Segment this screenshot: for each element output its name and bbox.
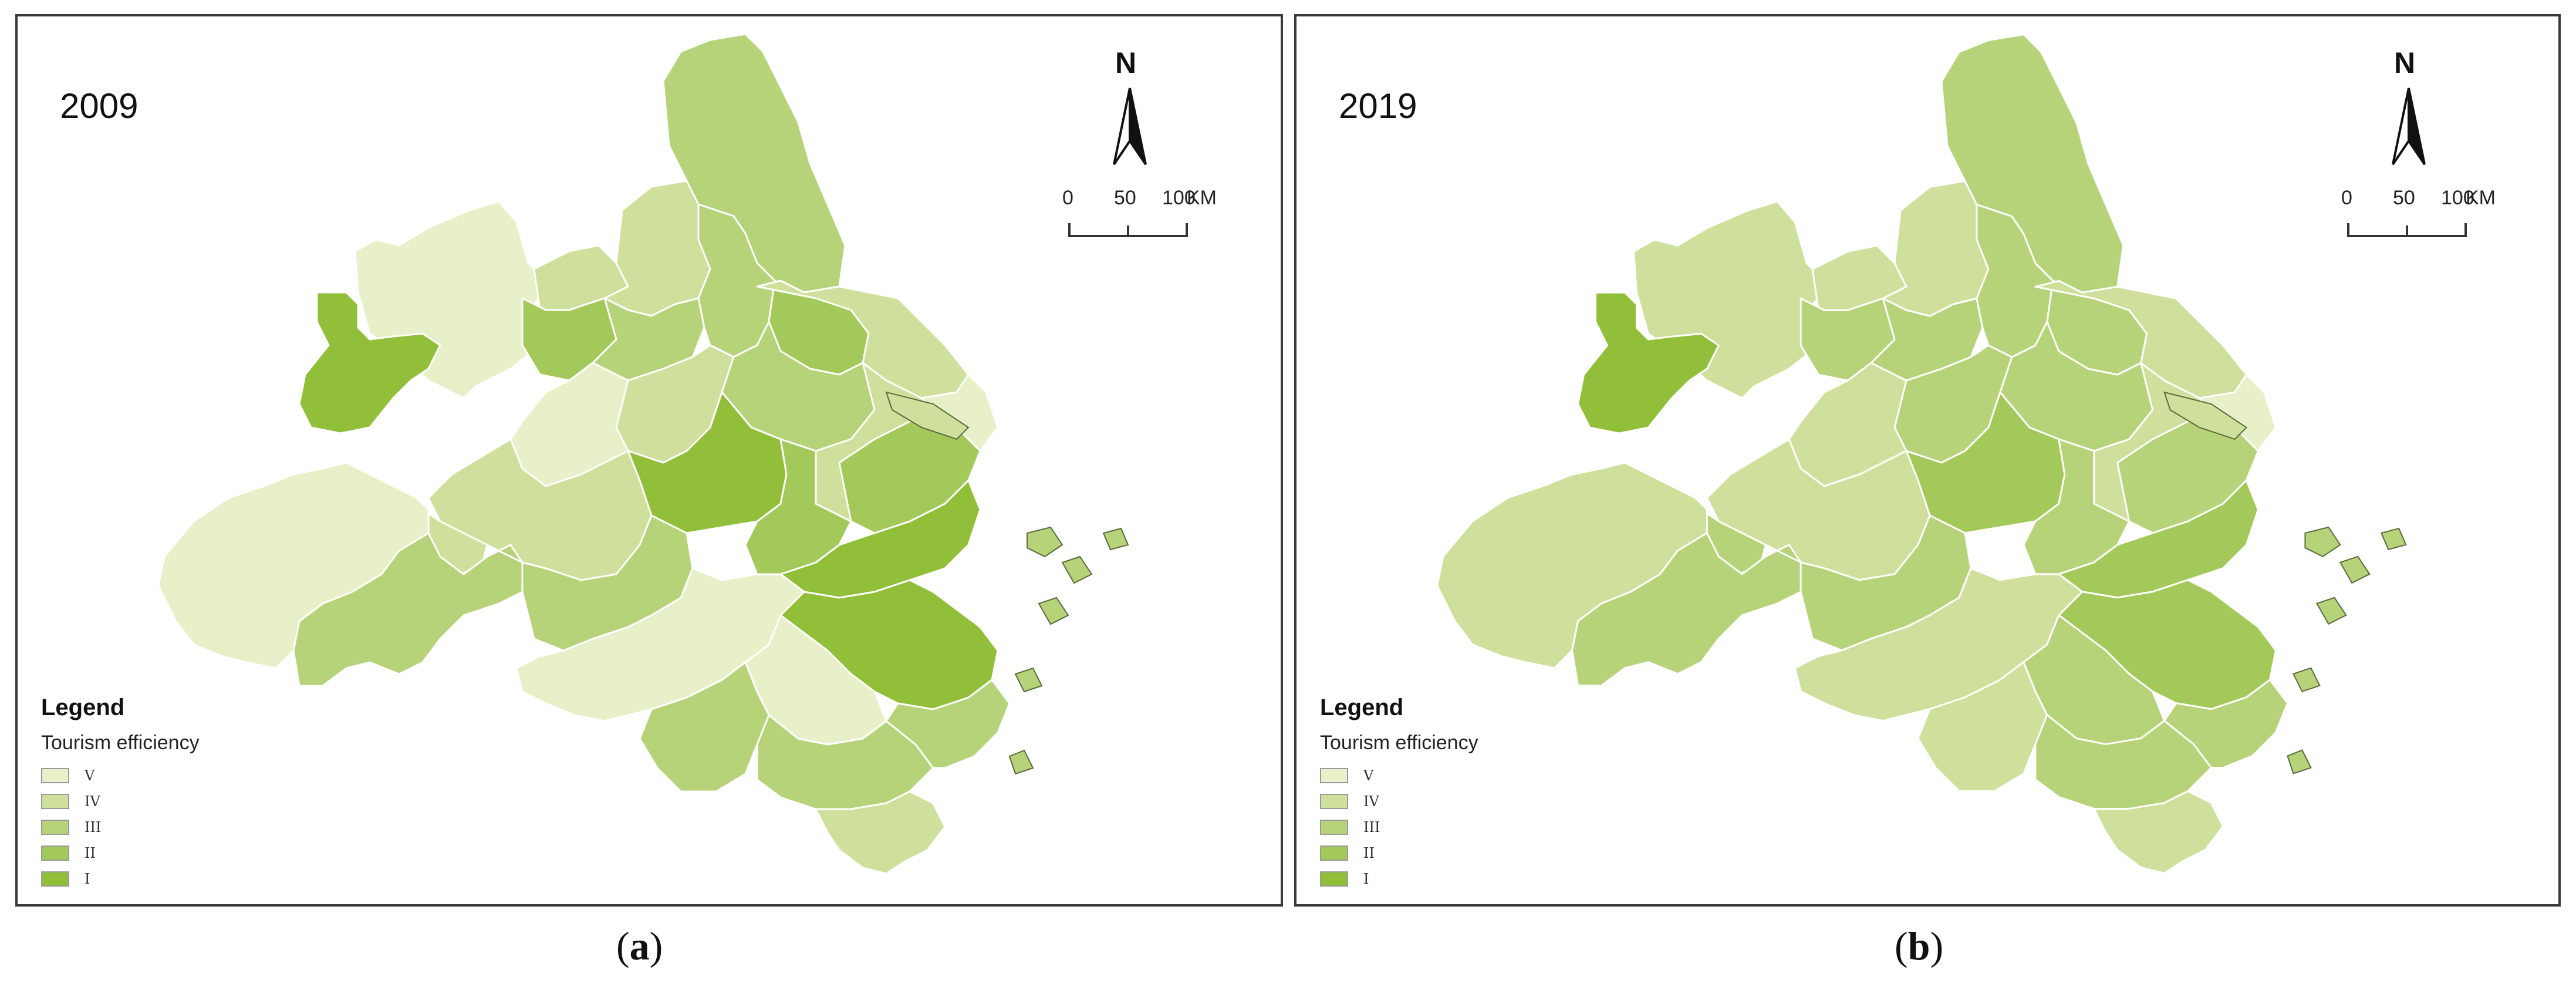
- legend-title: Legend: [41, 695, 125, 720]
- map-panel-2019: 2019 N 0 50 100 KM Legend Tourism effici…: [1294, 14, 2561, 907]
- legend-item: IV: [41, 789, 346, 814]
- north-arrow-icon: [2392, 87, 2426, 166]
- island-0: [2163, 391, 2248, 440]
- scale-tick-0: 0: [2341, 187, 2352, 209]
- legend-label: II: [85, 845, 96, 861]
- legend-swatch: [1320, 845, 1348, 861]
- legend-swatch: [1320, 820, 1348, 835]
- legend: Legend Tourism efficiency V IV III II I: [41, 695, 346, 892]
- legend-swatch: [41, 794, 69, 809]
- island-3: [1038, 597, 1069, 625]
- legend-label: IV: [85, 793, 100, 810]
- scale-unit: KM: [2466, 187, 2496, 209]
- legend-swatch: [41, 768, 69, 783]
- scale-tick-50: 50: [2393, 187, 2415, 209]
- scale-tick-50: 50: [1114, 187, 1136, 209]
- scale-tick-100: 100: [1162, 187, 1196, 209]
- legend-label: V: [1363, 767, 1374, 784]
- island-6: [1102, 527, 1129, 551]
- legend-swatch: [1320, 768, 1348, 783]
- legend-swatch: [1320, 794, 1348, 809]
- legend-swatch: [41, 845, 69, 861]
- legend-item: II: [41, 840, 346, 866]
- legend-subtitle: Tourism efficiency: [41, 732, 200, 754]
- legend-label: II: [1363, 845, 1375, 861]
- legend-label: III: [1363, 819, 1380, 836]
- island-1: [1027, 526, 1064, 558]
- north-label: N: [1115, 46, 1137, 79]
- region-2: [298, 291, 441, 434]
- legend-swatch: [41, 820, 69, 835]
- caption-letter: b: [1907, 924, 1930, 968]
- legend-title: Legend: [1320, 695, 1404, 720]
- legend-item: II: [1320, 840, 1625, 866]
- island-5: [1008, 749, 1034, 775]
- caption-a: (a): [616, 924, 663, 968]
- legend-item: III: [1320, 814, 1625, 840]
- island-4: [2293, 667, 2321, 692]
- legend-swatch: [41, 871, 69, 887]
- legend-item: I: [41, 866, 346, 892]
- region-29: [815, 790, 946, 875]
- island-6: [2380, 527, 2407, 551]
- legend-label: III: [85, 819, 102, 836]
- legend: Legend Tourism efficiency V IV III II I: [1320, 695, 1625, 892]
- map-canvas: [157, 33, 1129, 875]
- legend-item: III: [41, 814, 346, 840]
- north-label: N: [2394, 46, 2416, 79]
- region-3: [1882, 180, 1990, 317]
- map-panel-2009: 2009 N 0 50 100 KM Legend Tourism effici…: [15, 14, 1283, 907]
- island-5: [2287, 749, 2312, 774]
- region-2: [1577, 291, 1720, 434]
- island-0: [885, 391, 970, 440]
- island-3: [2315, 597, 2347, 625]
- region-29: [2093, 790, 2224, 874]
- caption-b: (b): [1895, 924, 1944, 968]
- scale-tick-0: 0: [1062, 187, 1073, 209]
- caption-letter: a: [629, 924, 650, 968]
- island-2: [1061, 555, 1093, 584]
- legend-label: V: [85, 767, 95, 784]
- legend-label: IV: [1363, 793, 1379, 810]
- legend-subtitle: Tourism efficiency: [1320, 732, 1478, 754]
- region-3: [603, 180, 711, 317]
- scale-tick-100: 100: [2441, 187, 2474, 209]
- map-canvas: [1436, 33, 2407, 874]
- scale-bar: 0 50 100 KM: [2335, 187, 2558, 251]
- year-label: 2009: [60, 86, 139, 126]
- region-30: [2163, 679, 2288, 769]
- legend-item: IV: [1320, 789, 1625, 814]
- legend-swatch: [1320, 871, 1348, 887]
- legend-label: I: [1363, 871, 1369, 887]
- year-label: 2019: [1339, 86, 1417, 126]
- legend-item: V: [41, 763, 346, 789]
- region-30: [885, 679, 1011, 769]
- legend-item: I: [1320, 866, 1625, 892]
- island-1: [2304, 526, 2341, 558]
- legend-label: I: [85, 871, 90, 887]
- island-4: [1014, 667, 1043, 693]
- scale-unit: KM: [1187, 187, 1217, 209]
- scale-bar: 0 50 100 KM: [1056, 187, 1281, 251]
- island-2: [2339, 555, 2371, 584]
- legend-item: V: [1320, 763, 1625, 789]
- north-arrow-icon: [1113, 87, 1147, 166]
